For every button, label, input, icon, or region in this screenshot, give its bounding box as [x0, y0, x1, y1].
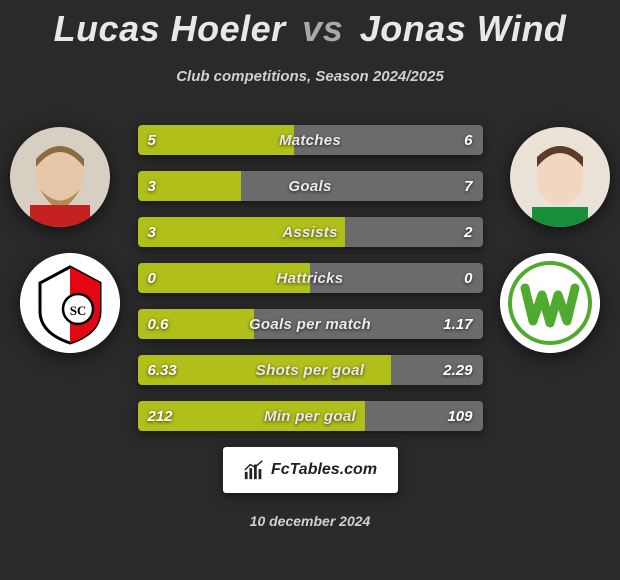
stat-row: 0.6Goals per match1.17: [138, 309, 483, 339]
stat-value-right: 2: [464, 217, 472, 247]
brand-badge: FcTables.com: [223, 447, 398, 493]
brand-chart-icon: [243, 459, 265, 481]
vs-text: vs: [302, 8, 343, 49]
stat-value-right: 1.17: [443, 309, 472, 339]
stat-row: 0Hattricks0: [138, 263, 483, 293]
comparison-title: Lucas Hoeler vs Jonas Wind: [0, 0, 620, 50]
stat-row: 5Matches6: [138, 125, 483, 155]
date-text: 10 december 2024: [250, 513, 371, 529]
stat-label: Goals: [138, 171, 483, 201]
stat-value-right: 7: [464, 171, 472, 201]
stat-value-right: 6: [464, 125, 472, 155]
stat-label: Goals per match: [138, 309, 483, 339]
stat-row: 6.33Shots per goal2.29: [138, 355, 483, 385]
player1-name: Lucas Hoeler: [54, 8, 286, 49]
stat-value-right: 109: [447, 401, 472, 431]
stat-label: Assists: [138, 217, 483, 247]
player1-club-badge: SC: [20, 253, 120, 353]
player2-avatar: [510, 127, 610, 227]
stat-row: 3Assists2: [138, 217, 483, 247]
stat-value-right: 2.29: [443, 355, 472, 385]
stat-label: Matches: [138, 125, 483, 155]
stat-label: Shots per goal: [138, 355, 483, 385]
stat-bars: 5Matches6 3Goals7 3Assists2 0Hattricks0 0.6G…: [138, 125, 483, 431]
footer: FcTables.com 10 december 2024: [0, 447, 620, 529]
player2-club-badge: [500, 253, 600, 353]
brand-text: FcTables.com: [271, 461, 377, 479]
stat-value-right: 0: [464, 263, 472, 293]
stat-row: 212Min per goal109: [138, 401, 483, 431]
comparison-content: SC 5Matches63Goals73Assists20Hattricks00…: [0, 125, 620, 431]
stat-row: 3Goals7: [138, 171, 483, 201]
stat-label: Min per goal: [138, 401, 483, 431]
stat-label: Hattricks: [138, 263, 483, 293]
subtitle: Club competitions, Season 2024/2025: [0, 68, 620, 85]
svg-text:SC: SC: [70, 303, 87, 318]
player1-avatar: [10, 127, 110, 227]
player2-name: Jonas Wind: [360, 8, 567, 49]
